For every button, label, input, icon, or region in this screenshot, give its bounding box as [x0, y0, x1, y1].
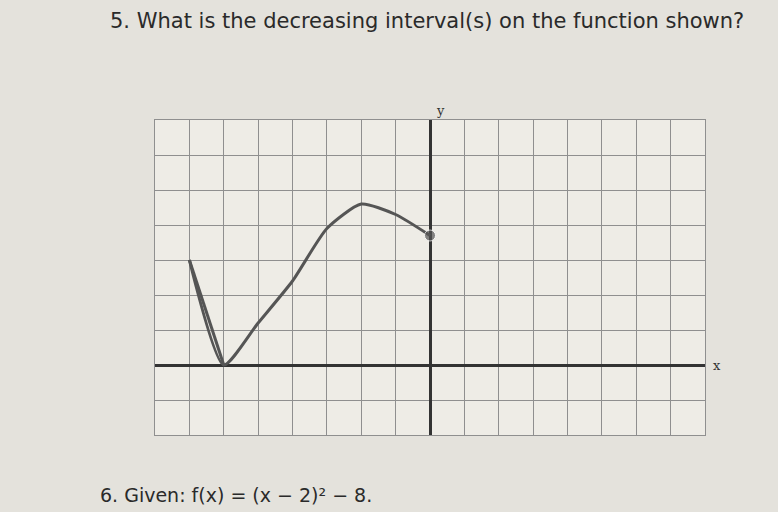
svg-text:x: x: [713, 358, 721, 373]
html-text:5. What is the decreasing inte: 5. What is the decreasing interval(s) on…: [110, 9, 745, 33]
html-text:6. Given: f(x) = (x − 2)² − 8.: 6. Given: f(x) = (x − 2)² − 8.: [100, 484, 373, 506]
svg-text:y: y: [436, 103, 445, 118]
